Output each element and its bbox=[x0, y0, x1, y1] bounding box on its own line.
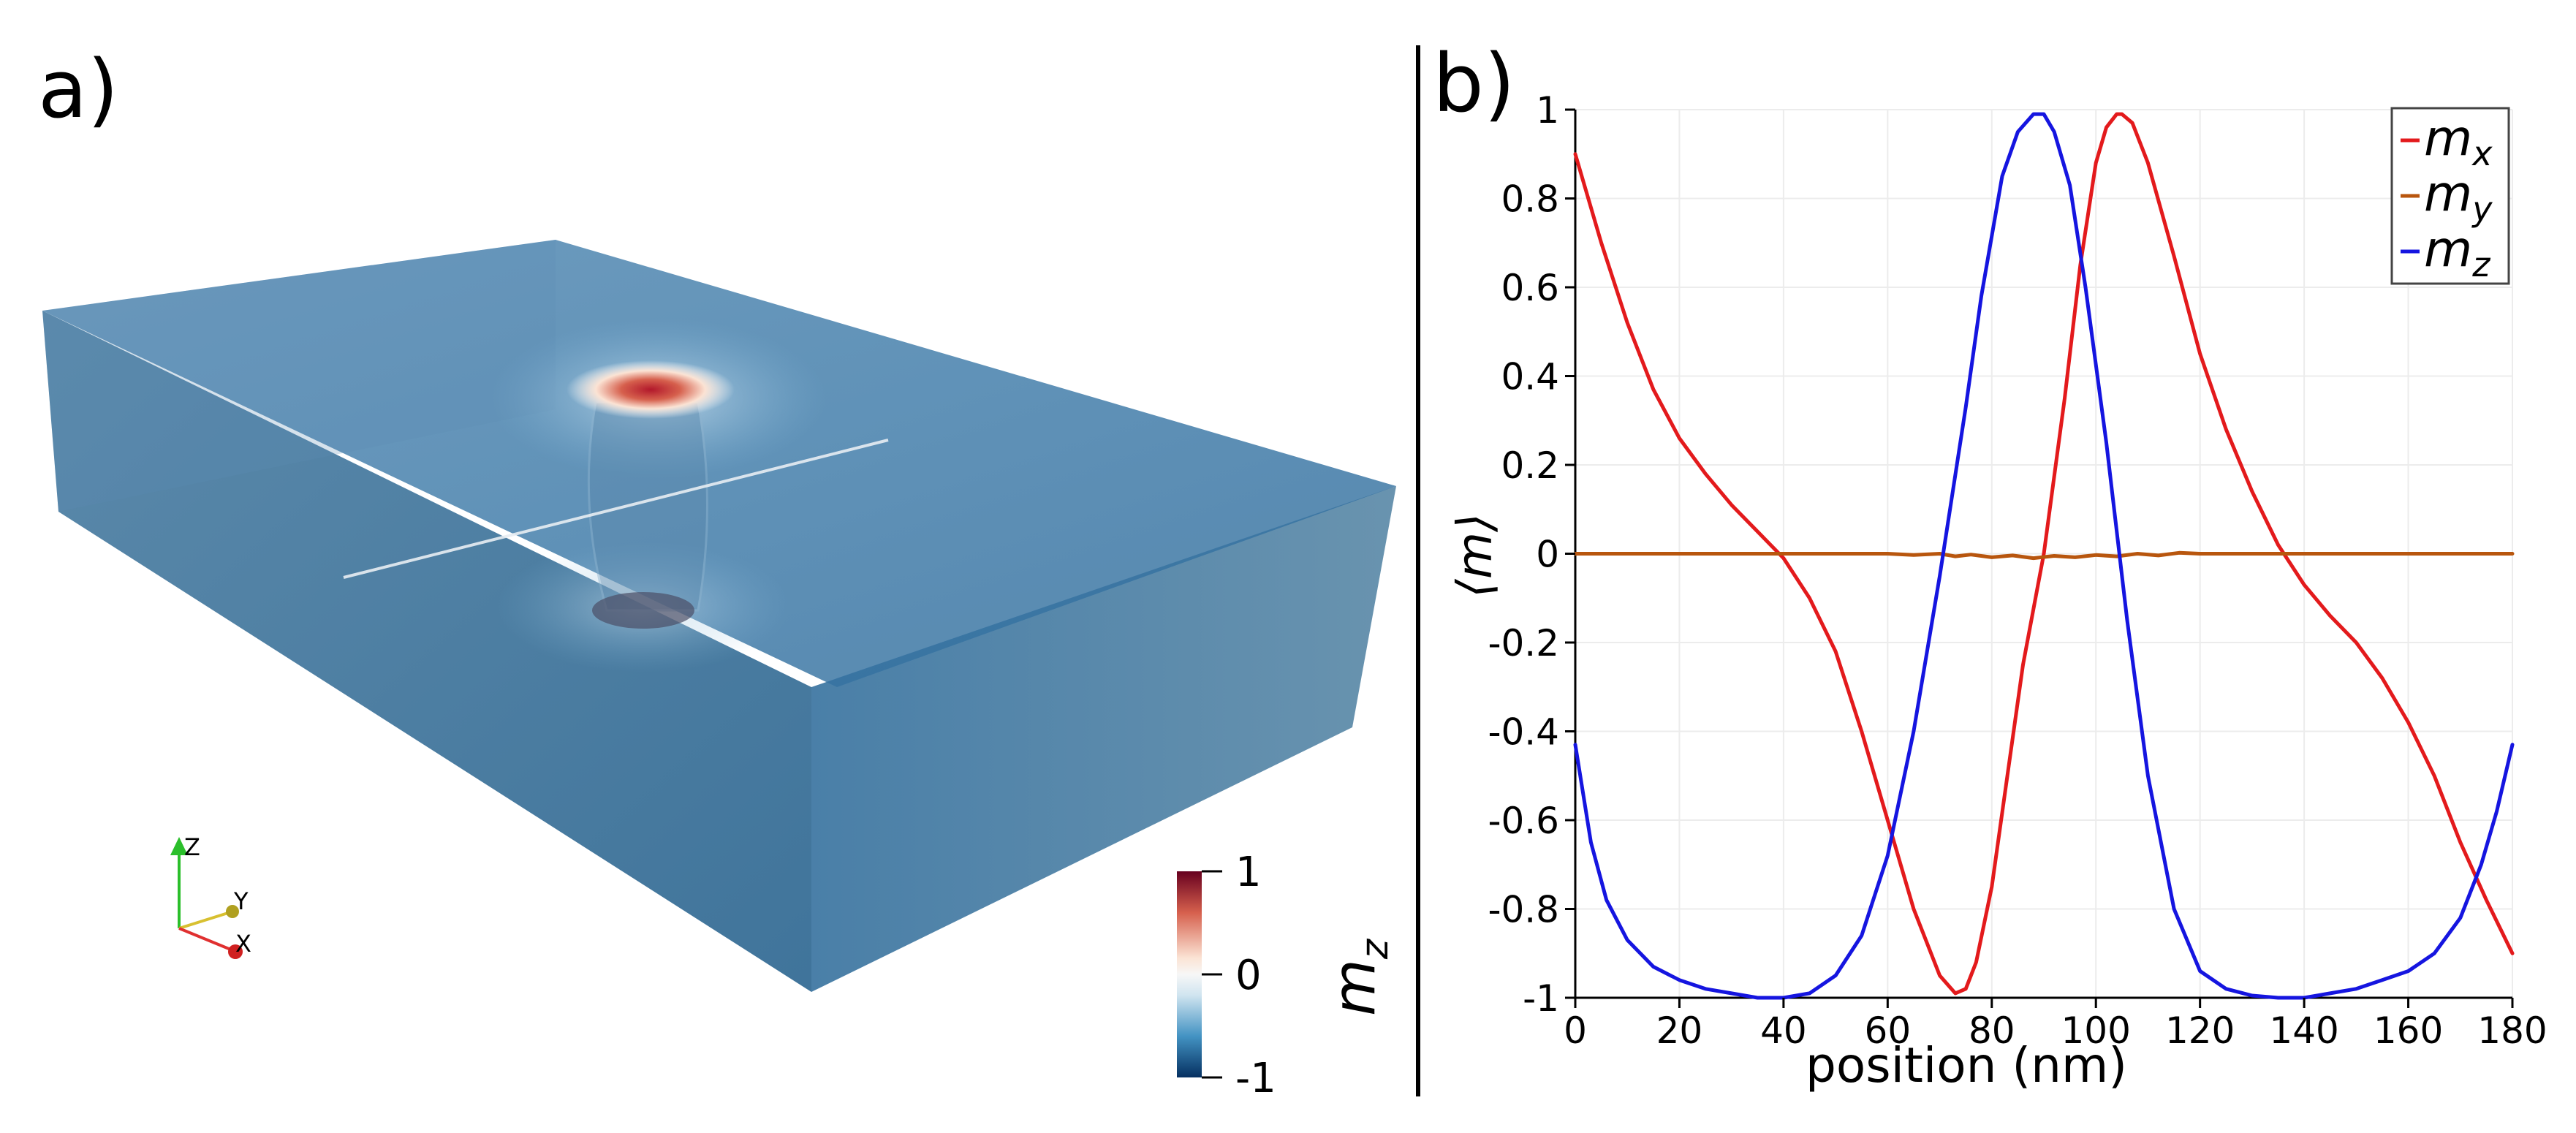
colorbar-title: mz bbox=[1320, 938, 1397, 1016]
x-tick-label-0: 0 bbox=[1564, 1009, 1587, 1052]
slab-front-face bbox=[42, 311, 811, 992]
y-axis-arrow-icon bbox=[226, 905, 239, 918]
slab-right-face bbox=[811, 486, 1396, 992]
legend-item-my: my bbox=[2401, 165, 2493, 229]
y-tick-label-2: 0.6 bbox=[1501, 267, 1559, 309]
y-axis-label: Y bbox=[233, 887, 249, 915]
x-tick-label-1: 20 bbox=[1656, 1009, 1703, 1052]
y-tick-label-9: -0.8 bbox=[1488, 889, 1559, 931]
series-line-mx bbox=[1573, 112, 2515, 996]
legend-my-sub: y bbox=[2471, 189, 2493, 229]
y-tick-label-8: -0.6 bbox=[1488, 800, 1559, 842]
colorbar: 1 0 -1 mz bbox=[1177, 849, 1397, 1102]
magnet-slab bbox=[42, 240, 1396, 992]
x-axis-line bbox=[178, 927, 233, 952]
legend-mx-sub: x bbox=[2471, 134, 2493, 173]
legend-my-symbol: m bbox=[2424, 165, 2472, 223]
probe-line bbox=[343, 439, 889, 579]
y-tick-label-1: 0.8 bbox=[1501, 178, 1559, 221]
legend-box bbox=[2390, 107, 2510, 285]
y-tick-label-3: 0.4 bbox=[1501, 356, 1559, 398]
panel-b: b) 0 20 40 60 80 100 120 140 160 180 1 0.8 0.6 0.4 0.2… bbox=[1433, 37, 2547, 1094]
y-tick-label-7: -0.4 bbox=[1488, 711, 1559, 754]
legend-mz-sub: z bbox=[2471, 245, 2490, 284]
panel-a-label: a) bbox=[38, 42, 118, 136]
x-tick-label-4: 80 bbox=[1969, 1009, 2015, 1052]
colorbar-tick-label-mid: 0 bbox=[1235, 952, 1262, 999]
legend-item-mx: mx bbox=[2401, 110, 2493, 173]
y-tick-label-5: 0 bbox=[1536, 534, 1559, 576]
y-tick-label-6: -0.2 bbox=[1488, 622, 1559, 664]
z-axis-label: Z bbox=[184, 833, 200, 861]
y-axis-line bbox=[178, 911, 231, 930]
legend: mx my mz bbox=[2390, 107, 2510, 285]
skyrmion-core-top bbox=[567, 360, 735, 419]
colorbar-title-sub: z bbox=[1353, 938, 1397, 960]
panel-a: a) Z Y X bbox=[38, 42, 1397, 1102]
plot-ticks: 0 20 40 60 80 100 120 140 160 180 1 0.8 0.6 0.4 0.2 0 -0… bbox=[1488, 89, 2547, 1052]
skyrmion-core-bottom bbox=[592, 592, 694, 629]
x-tick-label-2: 40 bbox=[1760, 1009, 1807, 1052]
x-tick-label-8: 160 bbox=[2374, 1009, 2443, 1052]
orientation-axes: Z Y X bbox=[170, 833, 251, 959]
colorbar-tick-label-bottom: -1 bbox=[1235, 1055, 1276, 1102]
x-axis-label: X bbox=[235, 930, 251, 958]
y-tick-label-4: 0.2 bbox=[1501, 444, 1559, 487]
y-tick-label-10: -1 bbox=[1523, 977, 1559, 1020]
x-axis-title: position (nm) bbox=[1806, 1037, 2127, 1094]
x-tick-label-6: 120 bbox=[2165, 1009, 2235, 1052]
z-axis-arrow-icon bbox=[170, 837, 188, 855]
x-tick-label-3: 60 bbox=[1865, 1009, 1912, 1052]
skyrmion-tube bbox=[587, 401, 708, 612]
panel-b-label: b) bbox=[1433, 37, 1515, 130]
colorbar-gradient bbox=[1177, 871, 1202, 1077]
legend-item-mz: mz bbox=[2401, 221, 2490, 284]
legend-mx-symbol: m bbox=[2424, 110, 2472, 167]
series-line-mz bbox=[1573, 112, 2515, 1000]
colorbar-tick-label-top: 1 bbox=[1235, 849, 1262, 896]
series-line-my bbox=[1573, 550, 2515, 561]
legend-mz-symbol: m bbox=[2424, 221, 2472, 278]
legend-label-my: my bbox=[2424, 165, 2493, 229]
slab-back-left-face bbox=[42, 240, 556, 512]
legend-label-mx: mx bbox=[2424, 110, 2493, 173]
legend-label-mz: mz bbox=[2424, 221, 2490, 284]
x-tick-label-7: 140 bbox=[2269, 1009, 2338, 1052]
plot-series bbox=[1573, 112, 2515, 1000]
y-tick-label-0: 1 bbox=[1536, 89, 1559, 132]
x-tick-label-5: 100 bbox=[2061, 1009, 2131, 1052]
colorbar-title-main: m bbox=[1320, 959, 1388, 1016]
x-tick-label-9: 180 bbox=[2477, 1009, 2547, 1052]
y-axis-title: ⟨m⟩ bbox=[1447, 513, 1503, 598]
x-axis-arrow-icon bbox=[228, 944, 243, 959]
